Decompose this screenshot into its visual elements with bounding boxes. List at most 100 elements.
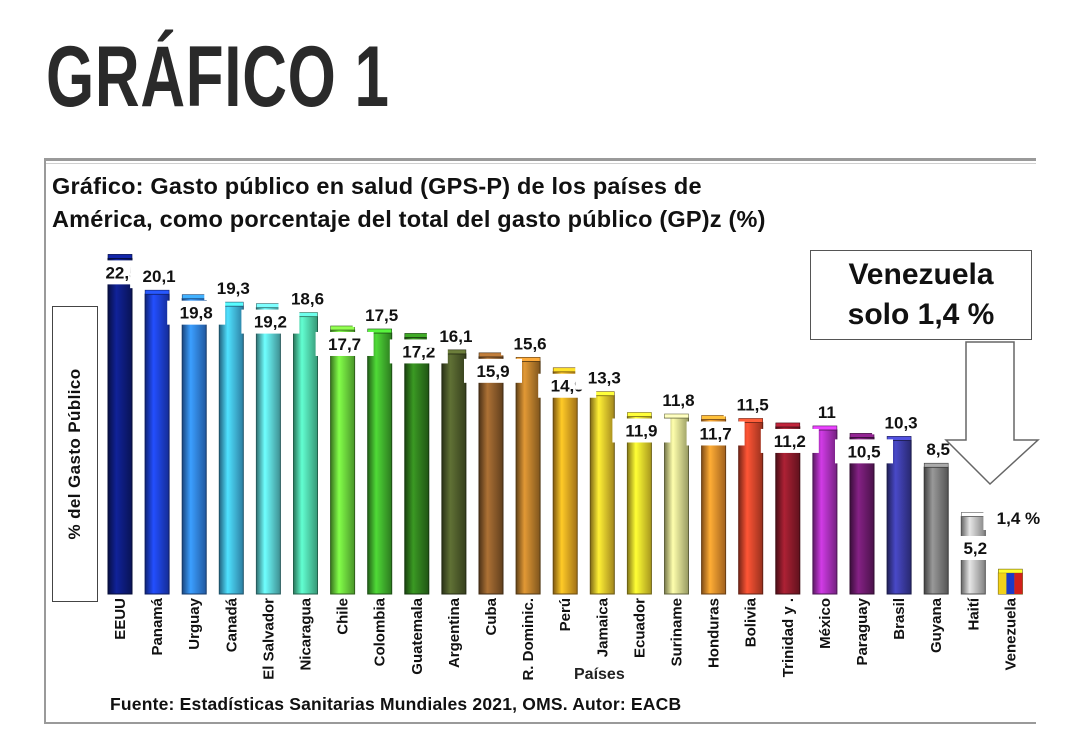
value-label-bg	[723, 392, 782, 417]
category-label: Brasil	[891, 598, 908, 640]
category-label: Haití	[965, 597, 982, 630]
bar-argentina	[441, 353, 467, 595]
value-label-bg	[167, 300, 226, 325]
y-axis-label-box	[52, 306, 98, 602]
category-label: R. Dominic.	[520, 598, 537, 681]
value-label-bg	[130, 264, 189, 289]
value-label: 10,3	[885, 413, 918, 432]
value-label-bg	[241, 309, 300, 334]
bar-canad-	[218, 305, 244, 595]
value-label-bg	[501, 331, 560, 356]
bar-cap	[256, 303, 281, 308]
bar-guatemala	[404, 336, 430, 595]
value-label-bg	[612, 418, 671, 443]
source-note: Fuente: Estadísticas Sanitarias Mundiale…	[110, 694, 682, 714]
category-label: Panamá	[149, 597, 166, 655]
value-label: 17,7	[328, 335, 361, 354]
category-label: Guatemala	[409, 597, 426, 674]
bar-cap	[960, 512, 986, 517]
bar-cap	[775, 422, 801, 428]
bar-cap	[664, 413, 689, 419]
value-label: 8,5	[926, 440, 950, 459]
bar-cap	[886, 436, 912, 441]
category-label: Suriname	[669, 598, 686, 666]
bar-cap	[107, 254, 133, 259]
value-label-bg	[204, 276, 263, 301]
category-label: Urguay	[186, 597, 203, 649]
bar-r-dominic-	[515, 360, 541, 595]
bar-panam-	[144, 293, 170, 595]
bar-trinidad-y-	[775, 426, 801, 595]
value-label-bg	[760, 428, 819, 453]
bar-colombia	[367, 332, 393, 595]
value-label-bg	[872, 410, 931, 435]
bar-honduras	[701, 418, 727, 595]
bar-cap	[998, 568, 1023, 574]
value-label-bg	[649, 387, 708, 412]
venezuela-bar-stripe	[998, 573, 1007, 594]
value-label: 16,1	[439, 327, 472, 346]
bar-cap	[330, 325, 355, 331]
bar-cap	[404, 333, 430, 338]
bar-urguay	[181, 298, 207, 595]
bar-cuba	[478, 356, 504, 595]
value-label-bg	[809, 399, 844, 424]
category-label: Jamaica	[594, 597, 611, 657]
value-label-bg	[426, 323, 485, 348]
callout-line-2: solo 1,4 %	[847, 298, 995, 331]
value-label-bg	[835, 439, 893, 464]
bar-nicaragua	[293, 316, 318, 595]
value-label-bg	[575, 365, 634, 390]
category-label: Venezuela	[1002, 597, 1019, 670]
value-label: 19,2	[254, 313, 287, 332]
category-label: Colombia	[372, 597, 389, 666]
category-label: Ecuador	[631, 598, 648, 658]
value-label: 19,8	[180, 304, 213, 323]
value-label: 11,5	[737, 395, 769, 414]
value-label: 13,3	[588, 369, 621, 388]
chart-title-line-1: Gráfico: Gasto público en salud (GPS-P) …	[52, 173, 702, 199]
chart-title-line-2: América, como porcentaje del total del g…	[52, 206, 766, 232]
page-heading: GRÁFICO 1	[46, 29, 390, 125]
value-label: 19,3	[217, 279, 250, 298]
value-label-bg	[952, 536, 999, 560]
bar-cap	[144, 289, 170, 295]
bar-m-xico	[812, 429, 838, 595]
bar-per-	[552, 371, 578, 595]
bar-cap	[367, 328, 393, 334]
value-label: 10,5	[847, 442, 880, 461]
value-label: 11	[818, 403, 836, 422]
category-label: Canadá	[223, 597, 240, 652]
category-label: Cuba	[483, 597, 500, 635]
category-label: Honduras	[706, 598, 723, 668]
x-axis-label: Países	[574, 666, 625, 683]
value-label-bg	[315, 331, 374, 356]
value-label-bg	[686, 421, 745, 446]
bar-jamaica	[589, 395, 615, 595]
bar-cap	[552, 367, 578, 373]
bar-el-salvador	[255, 307, 281, 595]
bar-guyana	[923, 466, 949, 595]
bar-suriname	[664, 417, 689, 595]
value-label: 11,2	[774, 432, 806, 451]
value-label: 11,9	[625, 421, 657, 440]
bar-cap	[849, 433, 875, 438]
category-label: EEUU	[112, 598, 129, 640]
chart-title: Gráfico: Gasto público en salud (GPS-P) …	[52, 170, 1032, 236]
category-label: México	[817, 598, 834, 649]
value-label: 11,7	[700, 424, 732, 443]
category-label: Trinidad y .	[780, 598, 797, 677]
category-label: Paraguay	[854, 597, 871, 665]
value-label: 18,6	[291, 290, 324, 309]
category-label: Nicaragua	[298, 597, 315, 670]
bar-chile	[330, 329, 356, 595]
value-label-bg	[983, 506, 1054, 530]
value-label-bg	[352, 302, 411, 327]
callout-line-1: Venezuela	[848, 258, 994, 291]
venezuela-bar-stripe	[1006, 573, 1015, 594]
bar-paraguay	[849, 436, 875, 595]
category-label: Guyana	[928, 597, 945, 653]
category-label: El Salvador	[260, 598, 277, 680]
bar-bolivia	[738, 421, 764, 595]
